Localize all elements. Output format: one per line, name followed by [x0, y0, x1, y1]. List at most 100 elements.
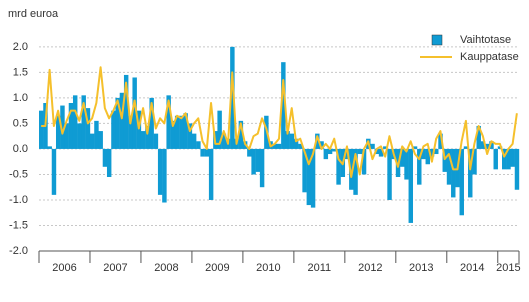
x-tick-label: 2012 [358, 262, 382, 274]
bar [289, 133, 295, 149]
bar [327, 148, 333, 155]
bar [404, 148, 409, 180]
bar [429, 148, 435, 157]
x-tick-label: 2015 [496, 262, 520, 274]
bar [374, 148, 380, 155]
y-tick-label: -1.0 [9, 194, 28, 206]
y-tick-label: 1.0 [13, 92, 28, 104]
bar [502, 148, 507, 170]
bar [370, 143, 375, 149]
bar [434, 148, 439, 155]
bar [281, 62, 286, 149]
bar [412, 146, 418, 149]
bar [77, 123, 82, 149]
bar [438, 133, 443, 149]
bar [446, 148, 452, 185]
bar [463, 146, 469, 149]
bar [302, 148, 307, 193]
x-tick-label: 2006 [52, 262, 76, 274]
x-tick-label: 2014 [460, 262, 484, 274]
bar [111, 110, 116, 149]
bar [208, 148, 214, 200]
bar [217, 110, 222, 149]
bar [306, 148, 312, 206]
bar [357, 148, 363, 155]
bar [255, 148, 261, 172]
bar [123, 74, 129, 149]
y-tick-label: -0.5 [9, 168, 28, 180]
bar [485, 143, 490, 149]
bar [196, 141, 201, 149]
bar [387, 148, 392, 200]
bar [468, 148, 473, 198]
bar [319, 141, 324, 149]
bar [174, 115, 180, 149]
bar [472, 148, 477, 175]
y-tick-label: 0.5 [13, 117, 28, 129]
y-tick-label: -2.0 [9, 245, 28, 257]
legend-label: Kauppatase [460, 51, 519, 63]
bar [421, 148, 426, 160]
bar [332, 148, 337, 152]
bar [98, 131, 103, 149]
bar [145, 125, 150, 149]
bar [162, 148, 167, 203]
x-tick-label: 2007 [103, 262, 127, 274]
bar [251, 148, 256, 175]
bar [238, 120, 244, 149]
bar [378, 148, 384, 157]
bar [140, 131, 146, 149]
bar [451, 148, 456, 198]
line [41, 66, 518, 178]
bar [115, 97, 120, 149]
bar [106, 148, 112, 177]
bar [400, 148, 405, 167]
bar [47, 146, 52, 149]
bar [489, 141, 494, 149]
bar [94, 120, 99, 149]
bar [230, 46, 235, 149]
y-tick-label: 1.5 [13, 66, 28, 78]
bar [383, 146, 388, 149]
bar [200, 148, 205, 157]
x-tick-label: 2009 [205, 262, 229, 274]
bar [149, 97, 154, 149]
bar [259, 148, 265, 188]
bar [361, 148, 367, 175]
bar [417, 148, 422, 185]
bar [459, 148, 464, 216]
x-tick-label: 2008 [154, 262, 178, 274]
bar [119, 92, 125, 149]
bar [68, 103, 74, 149]
bar [60, 105, 65, 149]
bar [442, 148, 447, 172]
bar [191, 133, 197, 149]
bar [132, 77, 137, 149]
bar [183, 113, 188, 149]
bar [276, 143, 282, 149]
bar [85, 108, 91, 149]
y-tick-label: -1.5 [9, 219, 28, 231]
bar [72, 95, 78, 149]
bar [136, 110, 142, 149]
bar [128, 115, 133, 149]
bar [510, 148, 515, 167]
bar [221, 133, 227, 149]
bar [506, 148, 511, 170]
bar [166, 95, 171, 149]
bar [310, 148, 316, 208]
bar [298, 143, 303, 149]
bar [102, 148, 108, 167]
bar [425, 148, 430, 165]
bar [170, 120, 176, 149]
bar [323, 148, 329, 160]
bar [349, 148, 354, 190]
bar [476, 125, 481, 149]
bar [285, 131, 290, 149]
bar [64, 123, 69, 149]
bar [153, 133, 159, 149]
bar [353, 148, 358, 195]
bar [293, 138, 299, 149]
legend-label: Vaihtotase [460, 34, 511, 46]
